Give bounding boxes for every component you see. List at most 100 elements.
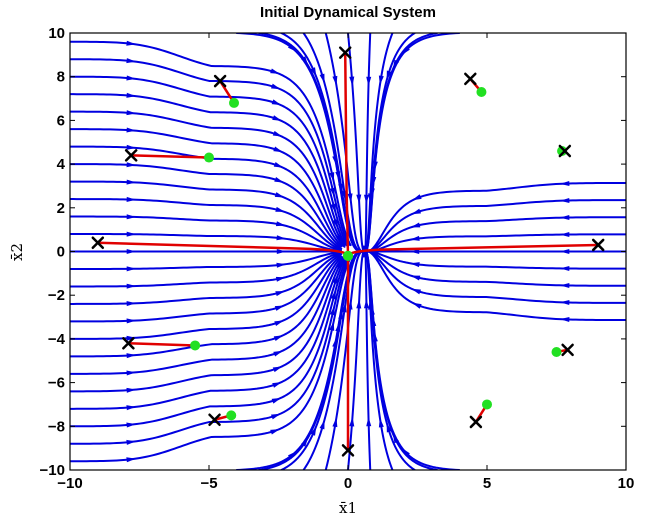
- y-tick-label: −4: [48, 331, 66, 348]
- stream-arrow: [412, 194, 422, 201]
- trajectory-line: [129, 154, 211, 159]
- stream-arrow: [126, 370, 137, 376]
- stream-arrow: [411, 288, 422, 295]
- y-tick-label: 8: [57, 69, 65, 86]
- stream-arrow: [270, 68, 280, 74]
- stream-arrow: [330, 289, 336, 300]
- stream-arrow: [356, 194, 362, 204]
- trajectory-end-marker: [204, 152, 214, 163]
- streamline: [70, 40, 352, 247]
- y-axis: −10 −8 −6 −4 −2 0 2 4 6 8 10: [40, 25, 626, 479]
- stream-arrow: [270, 413, 281, 420]
- trajectory-line: [127, 342, 197, 347]
- stream-arrow: [410, 222, 421, 228]
- x-tick-label: −5: [200, 475, 217, 492]
- stream-arrow: [272, 115, 282, 121]
- streamline: [70, 163, 342, 248]
- stream-arrow: [126, 283, 137, 289]
- stream-arrow: [276, 262, 286, 268]
- stream-arrow: [559, 180, 570, 186]
- stream-arrow: [274, 176, 284, 183]
- stream-arrow: [401, 447, 410, 457]
- stream-arrow: [336, 259, 343, 270]
- stream-arrow: [559, 300, 570, 306]
- streamline: [70, 253, 343, 323]
- stream-arrow: [336, 233, 343, 244]
- stream-arrow: [347, 193, 353, 203]
- stream-arrow: [332, 417, 338, 428]
- streamline: [70, 256, 349, 428]
- trajectory-start-marker: [208, 413, 221, 426]
- stream-arrow: [126, 422, 136, 428]
- stream-arrow: [126, 144, 137, 150]
- stream-arrow: [410, 275, 421, 281]
- trajectory-end-marker: [229, 97, 240, 108]
- streamline: [70, 251, 342, 288]
- stream-arrow: [272, 382, 282, 388]
- y-axis-label: x̄2: [8, 243, 26, 261]
- trajectory-start-marker: [464, 72, 477, 86]
- streamline: [70, 252, 342, 305]
- stream-arrow: [126, 387, 136, 393]
- stream-arrow: [300, 437, 309, 447]
- trajectory-start-marker: [341, 444, 355, 457]
- trajectory-start-marker: [124, 149, 138, 162]
- streamline: [70, 110, 346, 247]
- stream-arrow: [338, 309, 344, 320]
- stream-arrow: [559, 317, 570, 323]
- stream-arrow: [275, 276, 286, 282]
- x-tick-label: 5: [483, 475, 491, 492]
- trajectory-end-marker: [476, 86, 487, 97]
- trajectory-start-marker: [338, 46, 352, 59]
- stream-arrow: [559, 214, 570, 220]
- stream-arrow: [272, 130, 283, 137]
- y-tick-label: 4: [57, 156, 66, 173]
- stream-arrow: [275, 291, 285, 297]
- stream-arrow: [332, 219, 339, 229]
- stream-arrow: [319, 419, 325, 430]
- stream-arrow: [126, 301, 137, 307]
- streamline: [70, 145, 343, 248]
- stream-arrow: [329, 321, 335, 331]
- stream-arrow: [271, 99, 282, 106]
- stream-arrow: [126, 335, 137, 341]
- stream-arrow: [126, 127, 137, 133]
- streamline: [363, 249, 461, 470]
- stream-arrow: [409, 248, 420, 255]
- stream-arrow: [559, 283, 570, 289]
- stream-arrow: [276, 248, 287, 255]
- y-tick-label: −2: [48, 287, 65, 304]
- stream-arrow: [126, 179, 137, 185]
- trajectory-start-marker: [558, 144, 572, 158]
- x-tick-label: 0: [344, 475, 352, 492]
- streamline: [347, 249, 366, 470]
- stream-arrow: [411, 208, 422, 215]
- stream-arrow: [330, 203, 336, 214]
- stream-arrow: [401, 46, 410, 56]
- stream-arrow: [287, 451, 297, 460]
- stream-arrow: [126, 439, 136, 445]
- y-tick-label: −6: [48, 375, 65, 392]
- stream-arrow: [378, 75, 384, 86]
- y-tick-label: 2: [57, 200, 65, 217]
- streamline: [70, 75, 349, 247]
- stream-arrow: [332, 75, 338, 86]
- trajectory-end-marker: [551, 347, 562, 358]
- trajectory-line: [343, 51, 350, 258]
- stream-arrow: [275, 221, 286, 227]
- stream-arrow: [378, 417, 384, 428]
- stream-arrow: [366, 416, 372, 427]
- stream-arrow: [272, 366, 283, 373]
- stream-arrow: [274, 305, 285, 311]
- x-tick-label: 10: [618, 475, 635, 492]
- streamline: [70, 251, 339, 270]
- stream-arrow: [356, 299, 362, 309]
- stream-arrow: [126, 162, 137, 168]
- trajectory-end-marker: [226, 410, 237, 421]
- x-axis: −10 −5 0 5 10: [57, 33, 634, 492]
- stream-arrow: [559, 197, 570, 203]
- stream-arrow: [126, 353, 137, 359]
- stream-arrow: [126, 214, 137, 220]
- streamline: [70, 233, 339, 252]
